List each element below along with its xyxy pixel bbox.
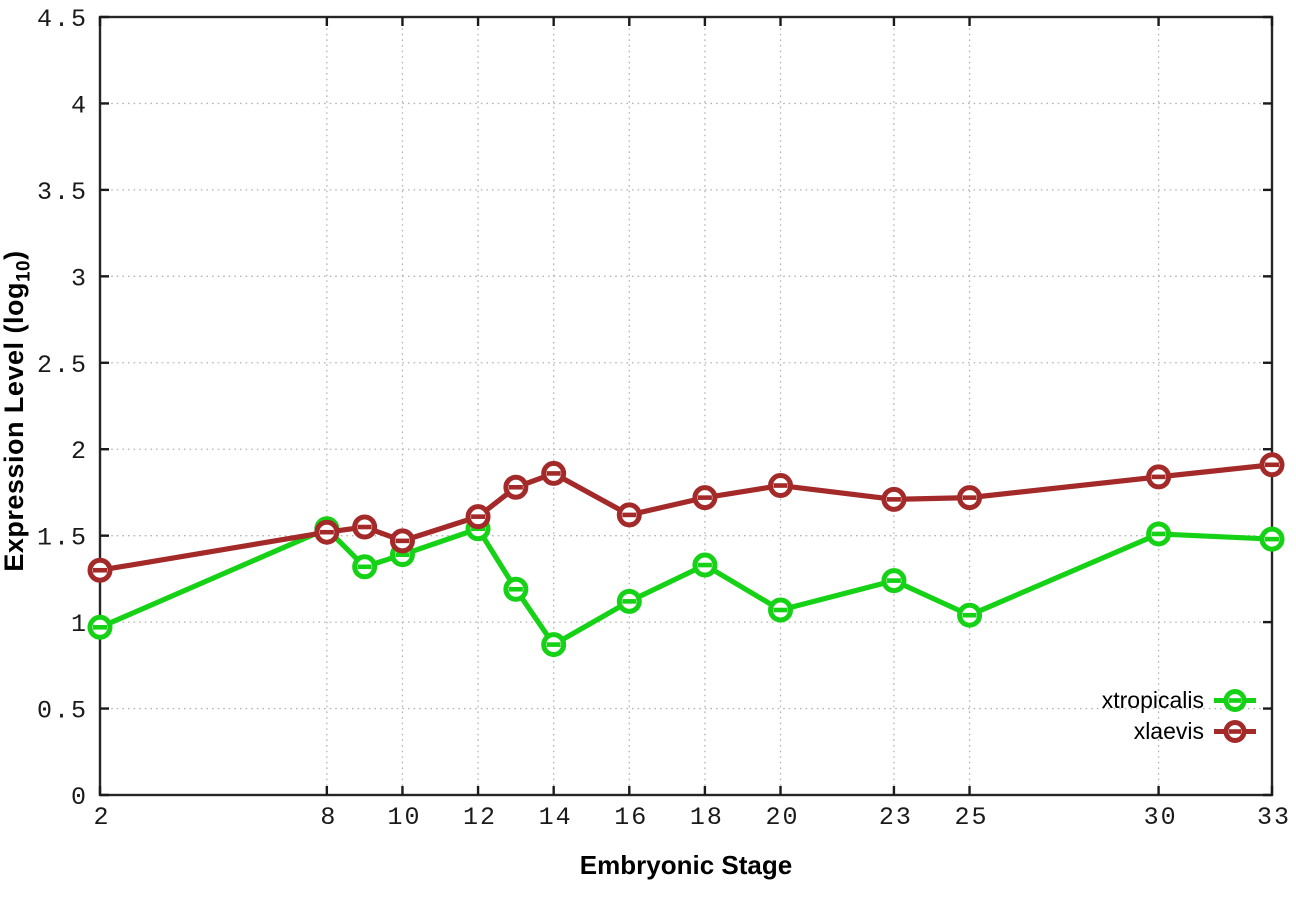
x-tick-label: 33 <box>1257 803 1291 832</box>
legend-label-xlaevis: xlaevis <box>1133 718 1204 744</box>
y-tick-label: 1.5 <box>37 524 88 553</box>
y-tick-label: 0 <box>71 783 88 812</box>
y-tick-label: 4 <box>71 91 88 120</box>
legend-entry-xtropicalis: xtropicalis <box>1102 687 1258 714</box>
x-axis-title: Embryonic Stage <box>579 850 793 880</box>
legend-entry-xlaevis: xlaevis <box>1134 718 1258 745</box>
y-tick-label: 3.5 <box>37 178 88 207</box>
legend-marker-xlaevis <box>1214 720 1256 743</box>
y-tick-label: 1 <box>71 610 88 639</box>
legend: xtropicalis xlaevis <box>1102 687 1258 745</box>
y-tick-label: 2.5 <box>37 351 88 380</box>
legend-marker-xtropicalis <box>1214 689 1256 712</box>
x-tick-label: 23 <box>879 803 913 832</box>
x-tick-label: 16 <box>614 803 648 832</box>
x-tick-label: 2 <box>93 803 110 832</box>
y-axis-title: Expression Level (log10) <box>0 181 37 641</box>
y-axis-title-subscript: 10 <box>13 259 35 283</box>
y-tick-label: 2 <box>71 437 88 466</box>
y-tick-label: 3 <box>71 264 88 293</box>
x-tick-label: 30 <box>1144 803 1178 832</box>
legend-label-xtropicalis: xtropicalis <box>1101 687 1204 713</box>
x-tick-label: 20 <box>766 803 800 832</box>
x-tick-label: 10 <box>387 803 421 832</box>
x-tick-label: 12 <box>463 803 497 832</box>
y-tick-label: 0.5 <box>37 697 88 726</box>
y-tick-label: 4.5 <box>37 5 88 34</box>
series-xtropicalis-line <box>97 526 1275 648</box>
x-tick-label: 25 <box>955 803 989 832</box>
x-tick-label: 8 <box>320 803 337 832</box>
x-tick-label: 18 <box>690 803 724 832</box>
series-xlaevis-line <box>97 462 1275 573</box>
plot-border <box>98 15 1274 797</box>
y-axis-title-text: Expression Level (log <box>0 282 29 572</box>
y-axis-title-suffix: ) <box>0 250 29 260</box>
x-tick-label: 14 <box>539 803 573 832</box>
